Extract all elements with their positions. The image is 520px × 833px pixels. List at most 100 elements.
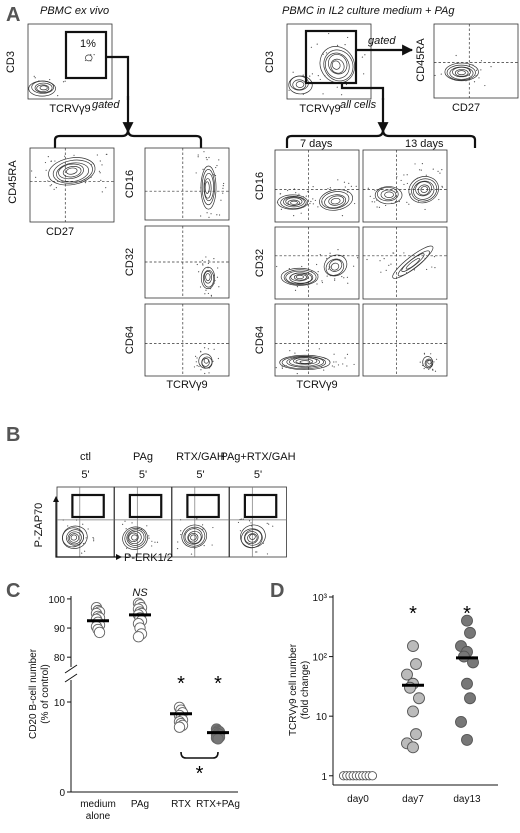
contour-line [415, 181, 432, 197]
contour-line [56, 162, 90, 183]
contour-line [380, 189, 397, 200]
event-dot [213, 348, 215, 350]
contour-line [85, 54, 93, 62]
event-dot [218, 286, 220, 288]
x-tick-label: day13 [453, 794, 481, 805]
contour-line [67, 531, 82, 545]
panel-a: A PBMC ex vivo PBMC in IL2 culture mediu… [5, 4, 519, 391]
contour-line [283, 196, 305, 208]
event-dot [317, 206, 319, 208]
event-dot [199, 364, 202, 366]
contour-line [384, 191, 394, 199]
significance-star: * [196, 763, 204, 785]
event-dot [480, 69, 482, 71]
event-dot [84, 182, 87, 184]
event-dot [50, 184, 53, 186]
event-dot [346, 353, 349, 355]
axis-cd64-left: CD64 [124, 326, 136, 354]
event-dot [208, 156, 210, 159]
event-dot [81, 552, 83, 554]
axis-tcrv-left: TCRVγ9 [49, 103, 90, 115]
axis-cd3-left: CD3 [5, 51, 17, 73]
event-dot [309, 202, 311, 205]
event-dot [480, 60, 483, 62]
event-dot [206, 212, 208, 214]
axis-cd16-right: CD16 [254, 172, 266, 200]
contour-line [424, 358, 434, 369]
plot-b-1: PAg 5' [114, 451, 172, 558]
event-dot [441, 186, 444, 188]
event-dot [418, 169, 421, 171]
event-dot [55, 187, 57, 189]
event-dot [198, 271, 200, 273]
event-dot [125, 528, 127, 530]
event-dot [84, 550, 86, 552]
event-dot [340, 94, 343, 96]
event-dot [434, 74, 436, 77]
contour-line [58, 163, 84, 180]
event-dot [321, 281, 324, 284]
event-dot [441, 185, 443, 187]
event-dot [331, 365, 333, 367]
contour-line [401, 253, 425, 272]
event-dot [293, 215, 295, 217]
event-dot [437, 188, 439, 190]
event-dot [337, 248, 339, 251]
event-dot [329, 187, 331, 189]
contour-line [325, 258, 345, 276]
event-dot [209, 288, 212, 290]
data-point [407, 705, 419, 718]
panel-d-label: D [270, 580, 284, 602]
event-dot [34, 77, 36, 79]
event-dot [206, 159, 208, 161]
event-dot [64, 155, 66, 157]
significance-star: * [409, 603, 417, 625]
contour-line [290, 200, 298, 205]
x-tick-label: day0 [347, 794, 369, 805]
event-dot [217, 357, 219, 360]
event-dot [416, 177, 419, 179]
event-dot [406, 201, 408, 203]
event-dot [314, 199, 316, 202]
x-tick-label: RTX [171, 799, 191, 810]
data-point [93, 626, 106, 639]
contour-line [427, 359, 432, 365]
event-dot [190, 553, 193, 555]
plot-left-cd3-tcrv: 1% CD3 TCRVγ9 [5, 23, 113, 115]
event-dot [343, 277, 345, 279]
event-dot [305, 195, 307, 197]
event-dot [180, 533, 182, 536]
data-point [401, 668, 413, 681]
plot-right-cd64-d13 [362, 303, 448, 377]
contour-line [240, 528, 263, 549]
event-dot [473, 81, 476, 83]
event-dot [64, 80, 66, 82]
event-dot [289, 350, 291, 352]
gate-box-b [243, 493, 278, 519]
event-dot [328, 32, 330, 35]
event-dot [390, 263, 392, 265]
event-dot [327, 188, 329, 190]
event-dot [50, 160, 52, 162]
event-dot [268, 523, 270, 525]
event-dot [211, 544, 213, 546]
y-tick-label: 1 [321, 772, 327, 783]
event-dot [211, 361, 214, 363]
event-dot [417, 200, 420, 202]
event-dot [347, 191, 349, 193]
event-dot [131, 522, 133, 524]
event-dot [105, 187, 107, 189]
event-dot [440, 73, 442, 75]
axis-cd64-right: CD64 [254, 326, 266, 354]
axis-break [64, 664, 78, 674]
contour-line [292, 79, 307, 91]
event-dot [396, 176, 398, 178]
event-dot [194, 355, 197, 358]
event-dot [250, 522, 252, 524]
event-dot [324, 75, 326, 77]
y-axis-label: TCRVγ9 cell number(fold change) [288, 643, 311, 736]
comparison-bracket [180, 751, 219, 759]
event-dot [203, 544, 205, 547]
plot-right-cd16-d13 [362, 149, 448, 223]
contour-line [204, 181, 210, 194]
